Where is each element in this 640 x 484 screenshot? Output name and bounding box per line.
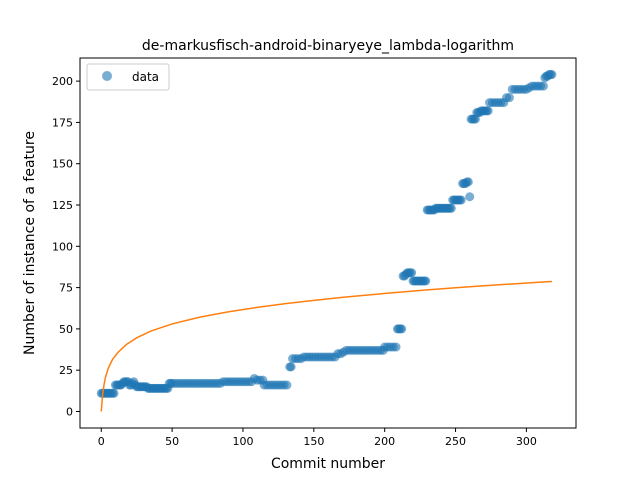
y-axis-label: Number of instance of a feature [22, 131, 38, 355]
data-point [391, 342, 401, 352]
axes-frame [79, 57, 577, 429]
data-series [96, 70, 557, 398]
data-point [456, 195, 466, 205]
legend-marker-data [102, 71, 112, 81]
y-tick-label: 25 [59, 364, 73, 377]
x-tick-label: 250 [445, 435, 466, 448]
y-tick-label: 200 [52, 75, 73, 88]
data-point [421, 276, 431, 286]
data-point [282, 380, 292, 390]
y-tick-label: 75 [59, 282, 73, 295]
data-point [547, 70, 557, 80]
data-point [538, 81, 548, 91]
data-point [446, 203, 456, 213]
x-tick-label: 300 [516, 435, 537, 448]
legend: data [86, 63, 170, 91]
x-tick-label: 0 [98, 435, 105, 448]
x-tick-label: 50 [165, 435, 179, 448]
x-tick-label: 200 [374, 435, 395, 448]
data-point [397, 324, 407, 334]
y-tick-label: 125 [52, 199, 73, 212]
x-tick-label: 100 [232, 435, 253, 448]
data-point [463, 177, 473, 187]
data-point [407, 268, 417, 278]
x-axis-ticks: 0 50 100 150 200 250 300 [98, 428, 537, 448]
legend-box [86, 63, 170, 91]
legend-label-data: data [132, 70, 159, 84]
y-tick-label: 0 [66, 405, 73, 418]
data-point [286, 362, 296, 372]
y-tick-label: 50 [59, 323, 73, 336]
fit-line [100, 280, 552, 412]
chart-title: de-markusfisch-android-binaryeye_lambda-… [142, 38, 514, 54]
y-tick-label: 150 [52, 158, 73, 171]
plot-layer [96, 70, 557, 412]
data-point [504, 93, 514, 103]
x-axis-label: Commit number [271, 456, 385, 472]
y-axis-ticks: 0 25 50 75 100 125 150 175 200 [52, 75, 80, 418]
x-tick-label: 150 [303, 435, 324, 448]
y-tick-label: 175 [52, 116, 73, 129]
data-point [483, 106, 493, 116]
data-point [109, 388, 119, 398]
y-tick-label: 100 [52, 240, 73, 253]
data-point [465, 192, 475, 202]
